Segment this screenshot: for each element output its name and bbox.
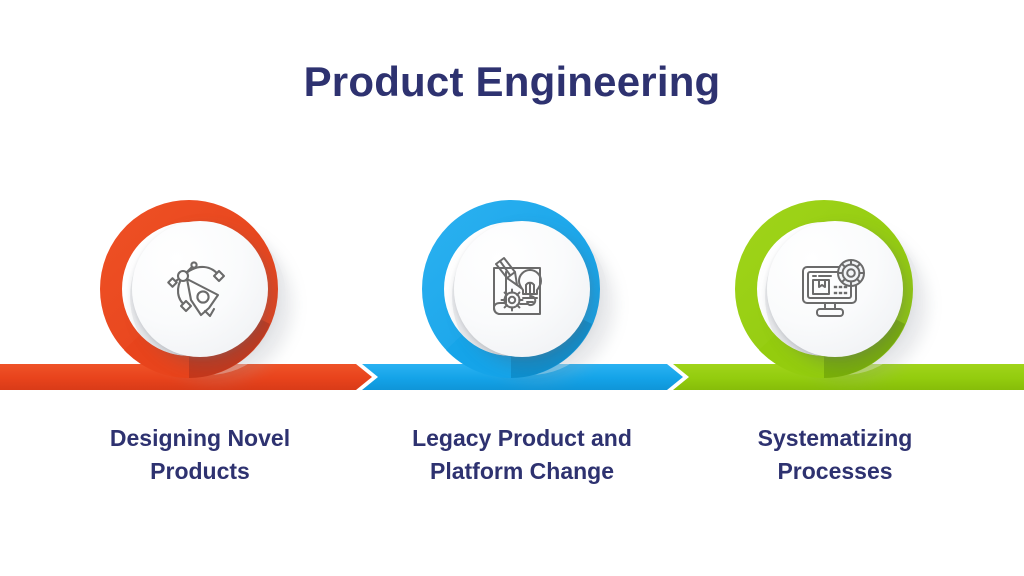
page-title: Product Engineering [303, 58, 721, 105]
blueprint-pencil-bulb-gear-icon [484, 252, 560, 326]
step-2-icon-disc [454, 221, 590, 357]
step-3-icon-disc [767, 221, 903, 357]
step-1-label-line-1: Designing Novel [109, 425, 291, 451]
step-2-label-line-1: Legacy Product and [412, 425, 632, 451]
monitor-gear-package-icon [797, 254, 873, 324]
step-2-label-line-2: Platform Change [429, 457, 615, 484]
step-3-label-line-2: Processes [777, 457, 893, 484]
process-step-3[interactable]: Systematizing Processes [675, 190, 995, 490]
step-3-label: Systematizing Processes [675, 422, 995, 487]
step-2-label: Legacy Product and Platform Change [362, 422, 682, 487]
step-1-label-line-2: Products [150, 457, 250, 484]
step-1-icon-disc [132, 221, 268, 357]
process-step-1[interactable]: Designing Novel Products [40, 190, 360, 490]
step-3-label-line-1: Systematizing [757, 425, 913, 451]
process-step-2[interactable]: Legacy Product and Platform Change [362, 190, 682, 490]
pen-tool-bezier-icon [163, 252, 237, 326]
process-arrow-band [0, 362, 1024, 392]
band-segment-3 [673, 364, 1024, 390]
step-1-label: Designing Novel Products [40, 422, 360, 487]
